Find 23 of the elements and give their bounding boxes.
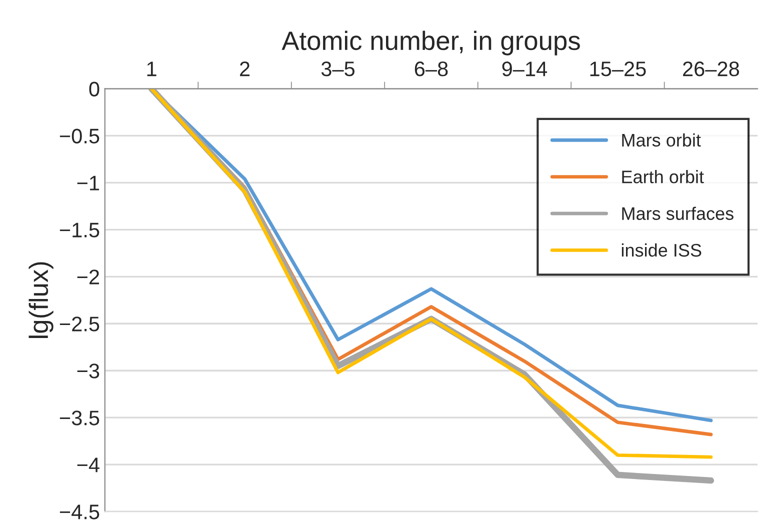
- y-tick-label: 0: [89, 82, 100, 96]
- x-tick-label: 3–5: [321, 62, 355, 76]
- y-tick-label: −1: [77, 176, 100, 190]
- x-tick-label: 9–14: [502, 62, 548, 76]
- legend-label: inside ISS: [622, 243, 702, 257]
- x-tick-label: 15–25: [590, 62, 646, 76]
- x-tick-label: 1: [147, 62, 156, 76]
- y-axis-title: lg(flux): [28, 262, 54, 338]
- x-tick-label: 6–8: [414, 62, 448, 76]
- legend-label: Mars orbit: [622, 133, 701, 147]
- x-tick-label: 2: [240, 62, 250, 76]
- y-tick-label: −1.5: [60, 222, 100, 238]
- y-tick-label: −4: [77, 458, 100, 472]
- legend-label: Mars surfaces: [622, 206, 734, 220]
- x-axis-title: Atomic number, in groups: [282, 30, 580, 56]
- y-tick-label: −3.5: [60, 410, 100, 426]
- y-tick-label: −2: [77, 270, 99, 284]
- x-tick-label: 26–28: [683, 62, 740, 76]
- y-tick-label: −4.5: [60, 504, 100, 520]
- y-tick-label: −0.5: [60, 128, 100, 144]
- legend-label: Earth orbit: [622, 170, 704, 184]
- y-tick-label: −2.5: [60, 316, 100, 332]
- y-tick-label: −3: [77, 364, 100, 378]
